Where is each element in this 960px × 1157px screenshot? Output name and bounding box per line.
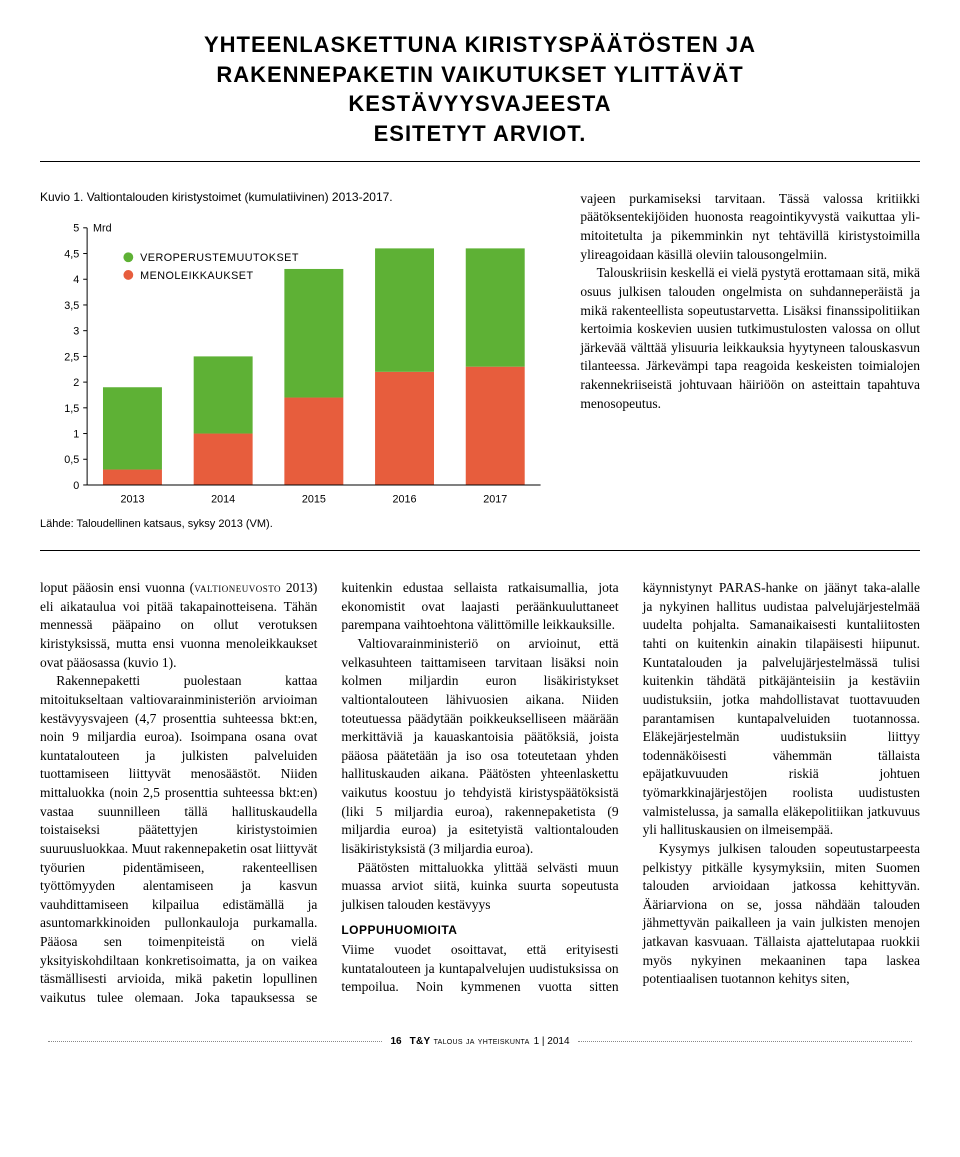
chart-wrap: 0 0,5 1 1,5 2 2,5 3 3,5 4 4,5 5 Mrd VEROPERUSTEMUUTO…: [40, 218, 550, 512]
page-headline: Yhteenlaskettuna kiristyspäätösten ja ra…: [120, 30, 840, 149]
chart-source: Lähde: Taloudellinen katsaus, syksy 2013…: [40, 518, 550, 530]
svg-text:3,5: 3,5: [64, 300, 79, 312]
body-paragraph: loput pääosin ensi vuonna (valtioneuvost…: [40, 579, 317, 672]
side-paragraph: vajeen purkamiseksi tarvitaan. Tässä val…: [580, 190, 920, 265]
body-columns: loput pääosin ensi vuonna (valtioneuvost…: [40, 579, 920, 1007]
svg-text:2014: 2014: [211, 493, 235, 505]
magazine-name: T&Y talous ja yhteiskunta: [410, 1036, 530, 1047]
side-paragraph: Talouskriisin keskellä ei vielä pystytä …: [580, 264, 920, 413]
svg-text:4: 4: [73, 274, 79, 286]
svg-text:4,5: 4,5: [64, 248, 79, 260]
svg-text:3: 3: [73, 325, 79, 337]
magazine-rest: talous ja yhteiskunta: [434, 1036, 530, 1047]
stacked-bar-chart: 0 0,5 1 1,5 2 2,5 3 3,5 4 4,5 5 Mrd VEROPERUSTEMUUTO…: [40, 218, 550, 512]
svg-text:0: 0: [73, 480, 79, 492]
svg-text:0,5: 0,5: [64, 454, 79, 466]
footer-dots-left: [48, 1041, 382, 1042]
subhead-loppuhuomioita: LOPPUHUOMIOITA: [341, 922, 618, 939]
svg-text:5: 5: [73, 222, 79, 234]
top-columns: Kuvio 1. Valtiontalouden kiristystoimet …: [40, 190, 920, 530]
p1-prefix: loput pääosin ensi vuonna (: [40, 580, 194, 595]
headline-rule: [40, 161, 920, 162]
svg-text:2: 2: [73, 377, 79, 389]
page-number: 16: [390, 1036, 401, 1047]
body-paragraph: Päätösten mittaluokka ylittää selvästi m…: [341, 859, 618, 915]
magazine-bold: T&Y: [410, 1036, 431, 1047]
headline-line3: esitetyt arviot.: [374, 121, 587, 146]
p1-smallcaps: valtioneuvosto: [194, 580, 281, 595]
svg-text:Mrd: Mrd: [93, 222, 112, 234]
headline-line2: rakennepaketin vaikutukset ylittävät kes…: [216, 62, 743, 117]
page-footer: 16 T&Y talous ja yhteiskunta 1 | 2014: [40, 1036, 920, 1047]
svg-text:1: 1: [73, 428, 79, 440]
svg-text:1,5: 1,5: [64, 403, 79, 415]
chart-block: Kuvio 1. Valtiontalouden kiristystoimet …: [40, 190, 550, 530]
section-rule: [40, 550, 920, 551]
body-paragraph: Valtiovarainministeriö on arvioinut, ett…: [341, 635, 618, 859]
svg-text:2013: 2013: [120, 493, 144, 505]
headline-line1: Yhteenlaskettuna kiristyspäätösten ja: [204, 32, 756, 57]
issue-number: 1 | 2014: [534, 1036, 570, 1047]
chart-title: Kuvio 1. Valtiontalouden kiristystoimet …: [40, 190, 550, 204]
svg-text:2017: 2017: [483, 493, 507, 505]
svg-text:2015: 2015: [302, 493, 326, 505]
svg-text:MENOLEIKKAUKSET: MENOLEIKKAUKSET: [140, 270, 253, 282]
svg-text:2016: 2016: [393, 493, 417, 505]
svg-text:2,5: 2,5: [64, 351, 79, 363]
footer-dots-right: [578, 1041, 912, 1042]
body-paragraph: Kysymys julkisen talouden sopeutus­tarpe…: [643, 840, 920, 989]
svg-text:VEROPERUSTEMUUTOKSET: VEROPERUSTEMUUTOKSET: [140, 252, 299, 264]
side-text-column: vajeen purkamiseksi tarvitaan. Tässä val…: [580, 190, 920, 530]
